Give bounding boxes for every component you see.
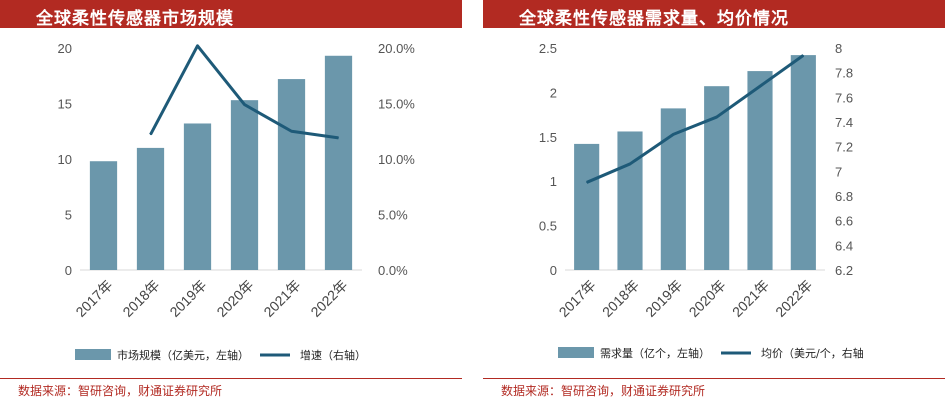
left-axis-tick-label: 10	[58, 152, 72, 167]
legend-line-label: 增速（右轴）	[300, 348, 366, 362]
right-axis-tick-label: 6.6	[835, 214, 853, 229]
line-point	[759, 85, 761, 87]
left-axis-tick-label: 0	[550, 263, 557, 278]
footer-divider	[0, 378, 462, 379]
left-axis-tick-label: 0.5	[539, 219, 557, 234]
line-point	[802, 54, 804, 56]
line-point	[291, 130, 292, 132]
right-axis-tick-label: 7	[835, 164, 842, 179]
bar	[660, 108, 686, 270]
line-point	[586, 181, 588, 183]
bar	[324, 55, 353, 270]
right-axis-tick-label: 5.0%	[378, 208, 408, 223]
line-point	[244, 104, 245, 106]
footer-divider	[483, 378, 945, 379]
x-axis-tick-label: 2021年	[729, 277, 772, 320]
left-axis-tick-label: 5	[65, 208, 72, 223]
right-axis-tick-label: 7.6	[835, 90, 853, 105]
chart-panel-market-size: 全球柔性传感器市场规模 0 5 10 15 20 0.0% 5.0% 10.0% 15.0% 20…	[0, 0, 462, 401]
right-axis-tick-label: 10.0%	[378, 152, 415, 167]
line-series	[586, 54, 805, 184]
right-axis-tick-label: 20.0%	[378, 41, 415, 56]
left-axis-tick-label: 2	[550, 85, 557, 100]
line-point	[338, 137, 339, 139]
right-axis-tick-label: 6.8	[835, 189, 853, 204]
right-axis-tick-label: 0.0%	[378, 263, 408, 278]
bar	[183, 123, 212, 270]
market-size-chart: 0 5 10 15 20 0.0% 5.0% 10.0% 15.0% 20.0% 2017年 2018…	[58, 41, 416, 362]
data-source-note: 数据来源：智研咨询，财通证券研究所	[18, 384, 223, 398]
bar	[617, 131, 643, 270]
x-axis-tick-label: 2021年	[260, 277, 303, 320]
data-source-note: 数据来源：智研咨询，财通证券研究所	[501, 384, 706, 398]
bar	[790, 55, 816, 270]
x-axis-tick-label: 2019年	[166, 277, 209, 320]
left-axis-tick-label: 1	[550, 174, 557, 189]
demand-price-chart: 0 0.5 1 1.5 2 2.5 6.2 6.4 6.6 6.8 7 7.2 7.4 7.6 7.8 8 20…	[539, 41, 864, 360]
right-axis-tick-label: 15.0%	[378, 97, 415, 112]
left-axis-tick-label: 1.5	[539, 130, 557, 145]
legend-line-label: 均价（美元/个，右轴	[761, 346, 864, 360]
x-axis-tick-label: 2020年	[686, 277, 729, 320]
right-axis-tick-label: 7.8	[835, 66, 853, 81]
line-point	[629, 163, 631, 165]
bar	[704, 86, 730, 271]
left-axis-tick-label: 2.5	[539, 41, 557, 56]
bar	[230, 100, 259, 270]
x-axis-tick-label: 2022年	[307, 277, 350, 320]
line-point	[150, 134, 151, 136]
x-axis-tick-label: 2020年	[213, 277, 256, 320]
right-axis-tick-label: 6.4	[835, 238, 853, 253]
chart-title-bar: 全球柔性传感器市场规模	[0, 0, 462, 29]
bar	[136, 147, 165, 270]
x-axis-tick-label: 2017年	[556, 277, 599, 320]
legend-bar-swatch	[558, 347, 594, 358]
x-axis-tick-label: 2019年	[642, 277, 685, 320]
right-axis-tick-label: 7.4	[835, 115, 853, 130]
left-axis-tick-label: 0	[65, 263, 72, 278]
x-axis-tick-label: 2017年	[72, 277, 115, 320]
x-axis-tick-label: 2022年	[772, 277, 815, 320]
legend-bar-label: 需求量（亿个，左轴）	[600, 346, 710, 360]
right-axis-tick-label: 8	[835, 41, 842, 56]
right-axis-tick-label: 7.2	[835, 140, 853, 155]
x-axis-tick-label: 2018年	[599, 277, 642, 320]
bar	[277, 79, 306, 270]
x-axis-tick-label: 2018年	[119, 277, 162, 320]
line-point	[716, 116, 718, 118]
legend-bar-label: 市场规模（亿美元，左轴）	[117, 348, 249, 362]
chart-title-bar: 全球柔性传感器需求量、均价情况	[483, 0, 945, 29]
left-axis-tick-label: 20	[58, 41, 72, 56]
bar	[747, 71, 773, 270]
bar	[574, 143, 600, 270]
right-axis-tick-label: 6.2	[835, 263, 853, 278]
legend-bar-swatch	[75, 349, 111, 360]
chart-title: 全球柔性传感器需求量、均价情况	[519, 9, 789, 29]
line-point	[197, 45, 198, 47]
chart-panel-demand-price: 全球柔性传感器需求量、均价情况 0 0.5 1 1.5 2 2.5 6.2 6.4 6.6 6.8…	[483, 0, 945, 401]
line-point	[672, 133, 674, 135]
bar	[89, 161, 118, 270]
left-axis-tick-label: 15	[58, 97, 72, 112]
chart-title: 全球柔性传感器市场规模	[36, 9, 234, 29]
